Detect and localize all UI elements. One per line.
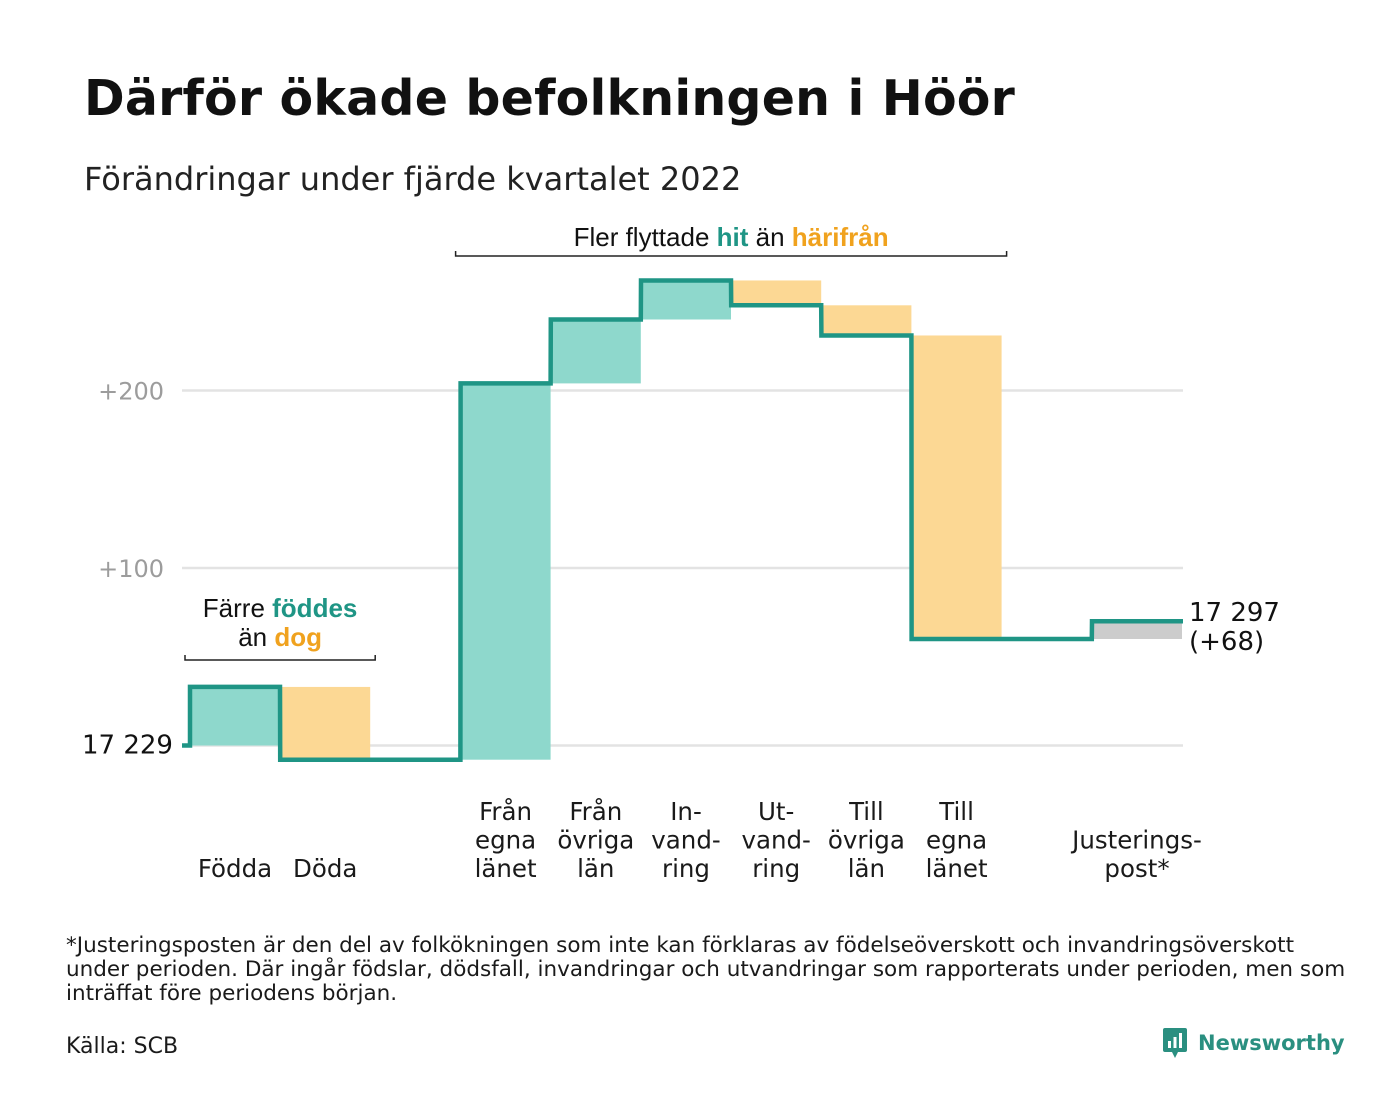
- category-label: In-: [670, 797, 702, 826]
- waterfall-bar: [550, 319, 641, 384]
- footnote: *Justeringsposten är den del av folkökni…: [66, 933, 1346, 1006]
- step-line-layer: [182, 278, 1183, 762]
- category-label: Ut-: [758, 797, 794, 826]
- annotation-text-segment: Färre: [203, 593, 272, 623]
- annotation-bracket: [454, 251, 1008, 257]
- source-note: Källa: SCB: [66, 1034, 179, 1059]
- annotation-text-segment: än: [748, 222, 791, 252]
- category-label: Till: [938, 797, 974, 826]
- waterfall-bar: [280, 686, 371, 760]
- annotation-text-segment: än: [238, 622, 274, 652]
- category-label: ring: [752, 854, 800, 883]
- newsworthy-logo-icon: [1163, 1028, 1187, 1058]
- waterfall-bar: [641, 280, 731, 320]
- brand: Newsworthy: [1162, 1026, 1345, 1060]
- category-label: Till: [848, 797, 884, 826]
- annotation-text: Färre föddes: [203, 593, 358, 623]
- category-label: länet: [926, 854, 988, 883]
- category-label: egna: [475, 826, 536, 855]
- step-line: [182, 278, 1183, 762]
- annotation-text: Fler flyttade hit än härifrån: [574, 222, 889, 252]
- annotation-text-segment: Fler flyttade: [574, 222, 717, 252]
- category-label: län: [848, 854, 885, 883]
- end-change-label: (+68): [1189, 627, 1264, 657]
- waterfall-bar: [911, 335, 1002, 639]
- annotation-text-segment: härifrån: [792, 222, 889, 252]
- waterfall-bar: [190, 686, 280, 746]
- category-label: Döda: [293, 854, 357, 883]
- annotation-text-segment: hit: [717, 222, 749, 252]
- y-tick-label: +200: [98, 378, 164, 406]
- waterfall-bar: [1092, 621, 1182, 639]
- start-value-label: 17 229: [82, 731, 173, 761]
- annotation-text-segment: föddes: [272, 593, 357, 623]
- annotation-bracket: [184, 655, 376, 661]
- chart-subtitle: Förändringar under fjärde kvartalet 2022: [84, 160, 742, 198]
- waterfall-bar: [460, 383, 551, 760]
- category-label: Födda: [198, 854, 272, 883]
- category-label: Från: [569, 797, 622, 826]
- y-tick-label: +100: [98, 555, 164, 583]
- category-label: ring: [662, 854, 710, 883]
- bars: [190, 280, 1182, 760]
- category-label: Från: [479, 797, 532, 826]
- end-value-label: 17 297: [1189, 598, 1280, 628]
- category-label: post*: [1104, 854, 1169, 883]
- annotation-text: än dog: [238, 622, 322, 652]
- category-label: vand-: [651, 826, 720, 855]
- waterfall-bar: [731, 280, 822, 306]
- category-label: övriga: [828, 826, 905, 855]
- waterfall-bar: [821, 305, 912, 336]
- category-label: län: [577, 854, 614, 883]
- category-label: Justerings-: [1070, 826, 1202, 855]
- category-label: vand-: [741, 826, 810, 855]
- annotation-text-segment: dog: [274, 622, 322, 652]
- category-label: övriga: [557, 826, 634, 855]
- category-label: egna: [926, 826, 987, 855]
- chart-title: Därför ökade befolkningen i Höör: [84, 70, 1016, 127]
- category-label: länet: [475, 854, 537, 883]
- brand-name: Newsworthy: [1198, 1031, 1345, 1055]
